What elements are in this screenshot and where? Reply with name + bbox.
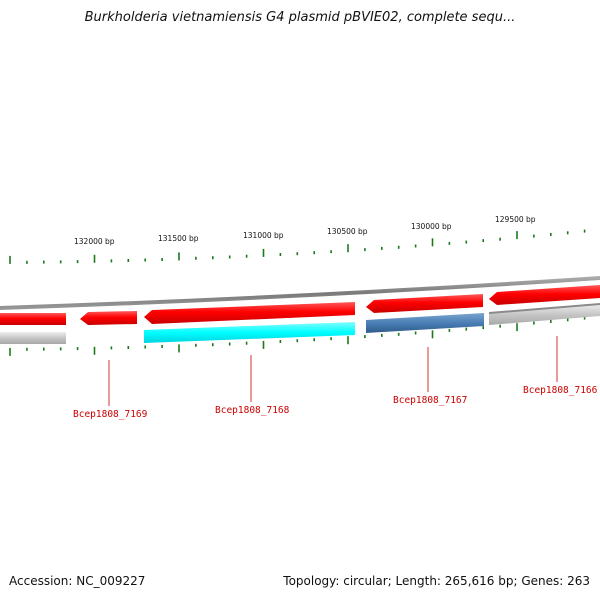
bp-label: 132000 bp <box>74 237 115 246</box>
bp-scale-labels: 132000 bp 131500 bp 131000 bp 130500 bp … <box>74 215 536 246</box>
bp-label: 131000 bp <box>243 231 284 240</box>
gene-arrow[interactable] <box>366 294 483 313</box>
match-bar-gray <box>0 332 66 344</box>
match-bar-blue <box>366 313 484 333</box>
bp-label: 131500 bp <box>158 234 199 243</box>
match-bar-outline <box>489 303 600 314</box>
accession-label: Accession: NC_009227 <box>9 574 146 588</box>
bp-label: 129500 bp <box>495 215 536 224</box>
inner-scale-ticks <box>9 316 586 356</box>
gene-arrow[interactable] <box>144 302 355 324</box>
match-bar-gray <box>489 304 600 325</box>
bp-label: 130000 bp <box>411 222 452 231</box>
outer-scale-ticks <box>9 229 586 264</box>
gene-arrow[interactable] <box>0 313 66 325</box>
gene-label[interactable]: Bcep1808_7169 <box>73 409 148 420</box>
bp-label: 130500 bp <box>327 227 368 236</box>
sequence-backbone <box>0 276 600 310</box>
gene-label[interactable]: Bcep1808_7166 <box>523 385 598 396</box>
gene-label[interactable]: Bcep1808_7167 <box>393 395 467 406</box>
gene-arrow[interactable] <box>489 285 600 305</box>
topology-summary: Topology: circular; Length: 265,616 bp; … <box>283 574 590 588</box>
map-title: Burkholderia vietnamiensis G4 plasmid pB… <box>84 10 516 25</box>
gene-label[interactable]: Bcep1808_7168 <box>215 405 290 416</box>
match-bar-cyan <box>144 322 355 343</box>
gene-arrow[interactable] <box>80 311 137 325</box>
